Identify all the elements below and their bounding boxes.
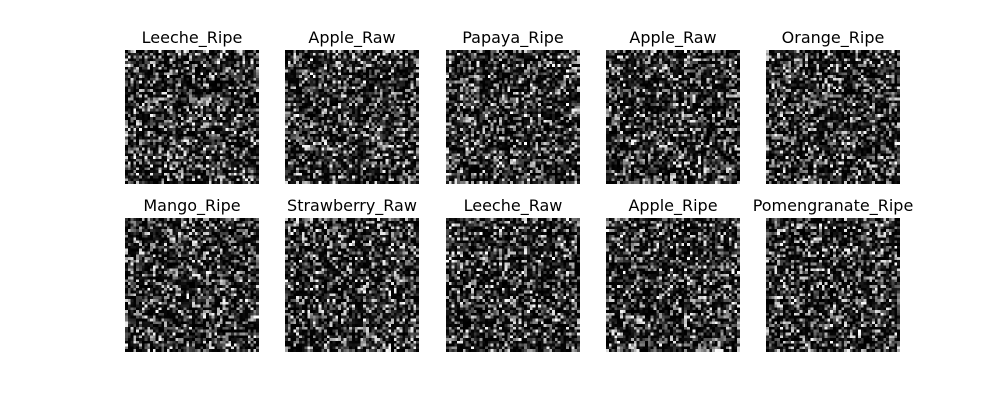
noise-image <box>125 50 259 184</box>
noise-image <box>766 218 900 352</box>
noise-image <box>446 50 580 184</box>
noise-image <box>766 50 900 184</box>
noise-image <box>285 50 419 184</box>
noise-image <box>606 50 740 184</box>
panel-title: Pomengranate_Ripe <box>726 194 940 218</box>
noise-image <box>446 218 580 352</box>
noise-image <box>606 218 740 352</box>
panel-title: Orange_Ripe <box>726 26 940 50</box>
noise-image <box>125 218 259 352</box>
noise-image <box>285 218 419 352</box>
